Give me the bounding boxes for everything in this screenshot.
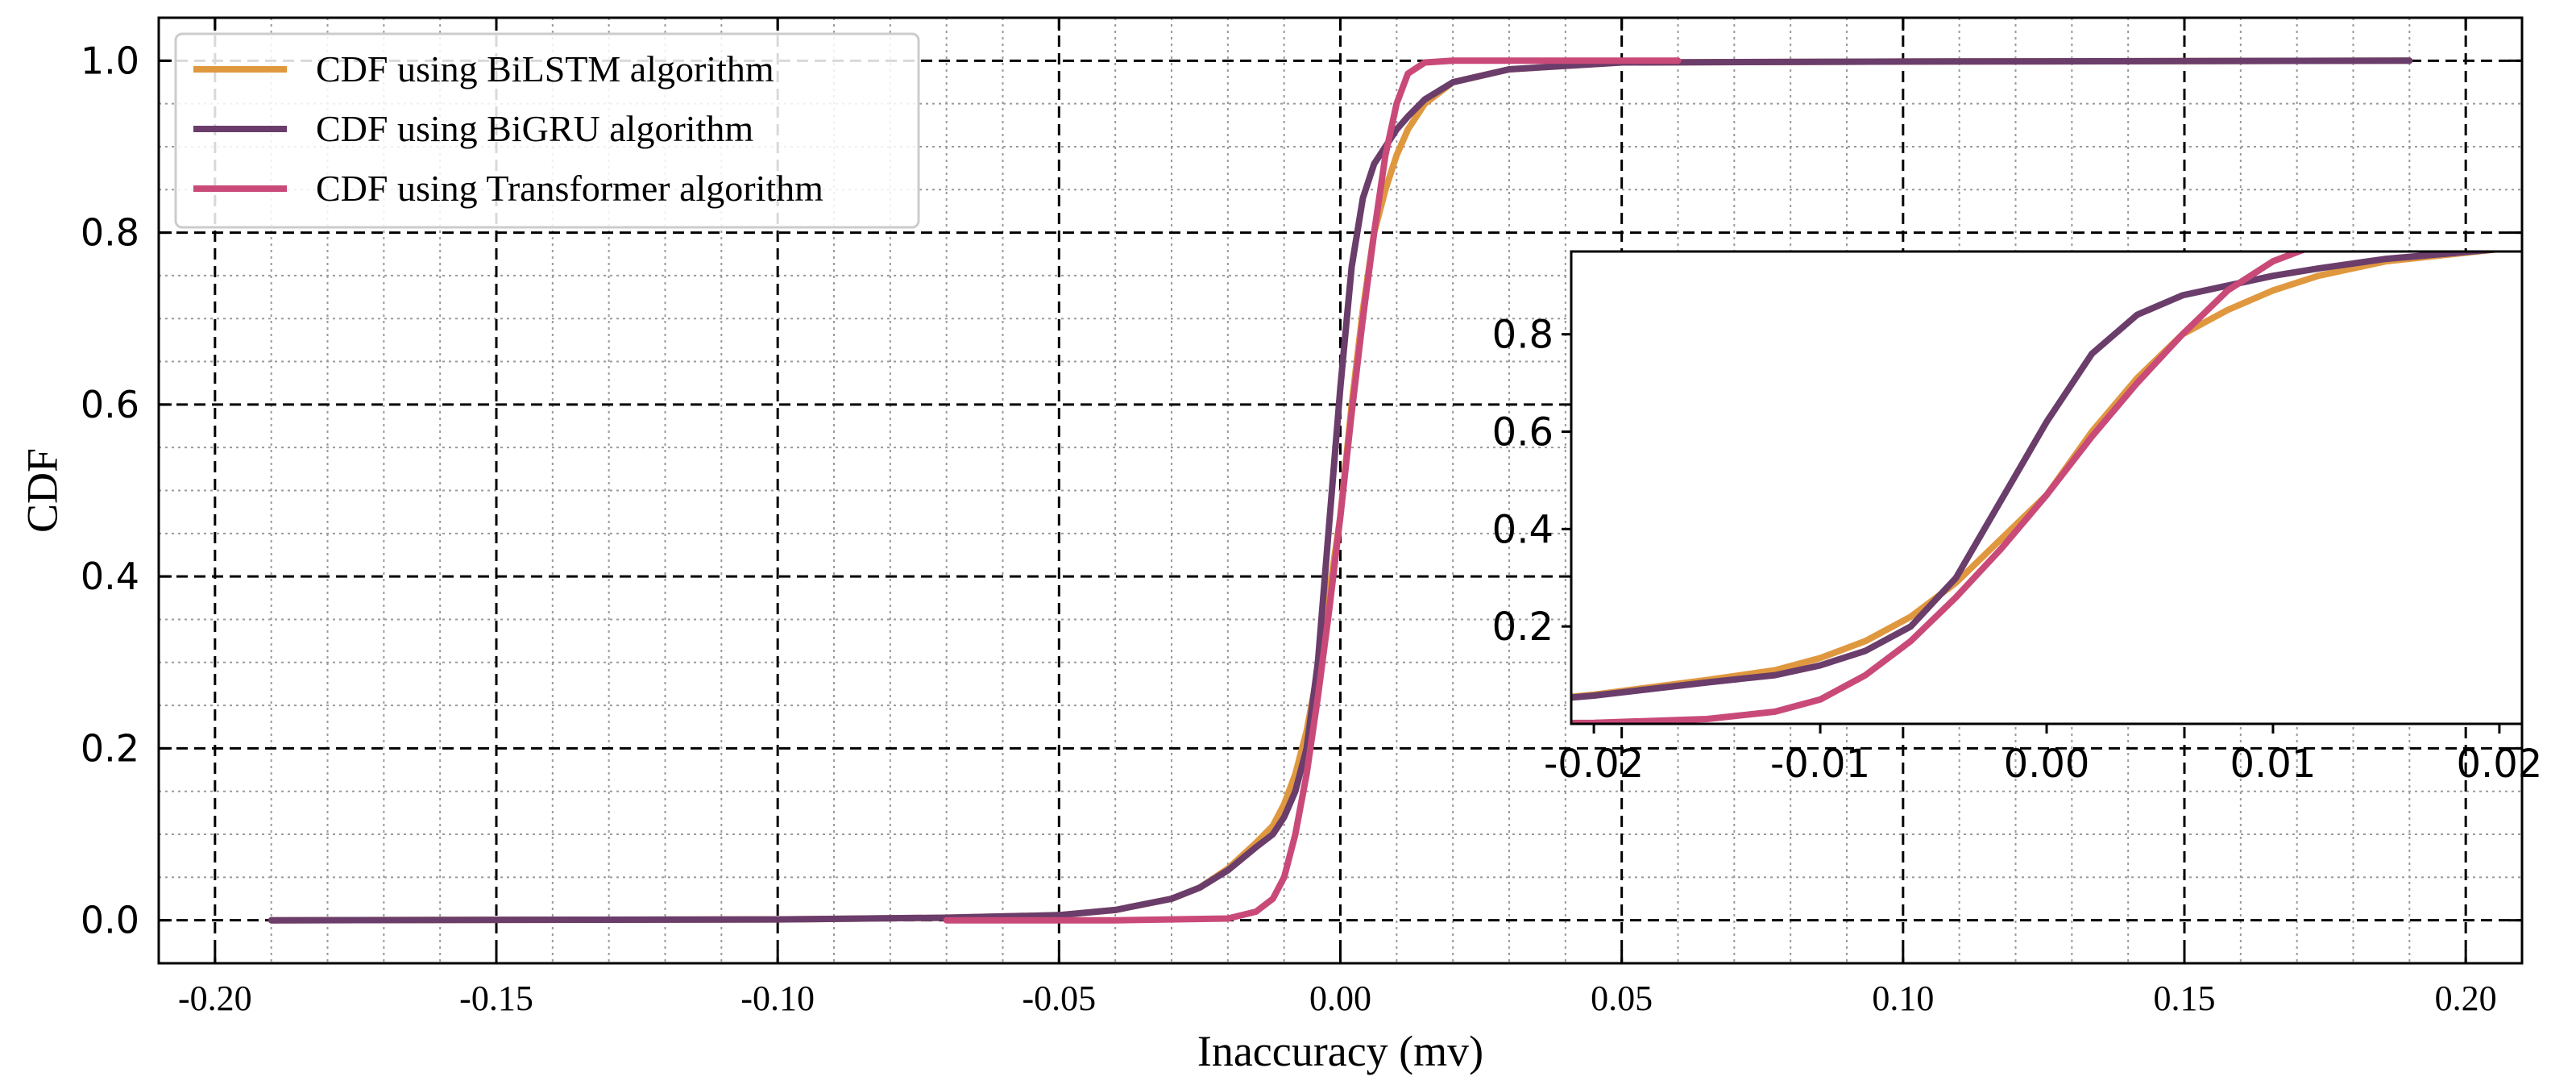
y-tick-label: 0.2 [81, 726, 139, 770]
x-tick-label: -0.15 [459, 979, 533, 1018]
grid-layer [159, 17, 2523, 964]
inset-y-tick-label: 0.8 [1492, 313, 1553, 358]
inset-y-tick-label: 0.2 [1492, 605, 1553, 650]
x-tick-label: 0.05 [1591, 979, 1653, 1018]
inset-x-tick-label: -0.02 [1544, 742, 1644, 787]
legend-label-bigru: CDF using BiGRU algorithm [316, 108, 753, 149]
legend-label-bilstm: CDF using BiLSTM algorithm [316, 48, 774, 89]
inset-background [1571, 251, 2522, 724]
inset-x-tick-label: 0.01 [2230, 742, 2317, 787]
y-tick-label: 0.8 [81, 211, 139, 255]
inset-series-layer [1571, 251, 2522, 724]
inset-ticks-layer: -0.02 -0.01 0.00 0.01 0.02 0.2 0.4 0.6 0.8 [1492, 313, 2543, 787]
legend-label-transformer: CDF using Transformer algorithm [316, 168, 823, 209]
x-tick-label: 0.15 [2154, 979, 2216, 1018]
legend-box [174, 32, 920, 229]
inset-series-line-cdf-using-transformer-algorithm [1571, 251, 2308, 724]
inset-series-line-cdf-using-bigru-algorithm [1571, 251, 2522, 701]
inset-y-tick-label: 0.4 [1492, 507, 1553, 552]
inset-x-tick-label: 0.00 [2004, 742, 2090, 787]
x-axis-label: Inaccuracy (mv) [1197, 1027, 1483, 1075]
ticks-layer: -0.20 -0.15 -0.10 -0.05 0.00 0.05 0.10 0.15 0.20… [81, 18, 2522, 1018]
inset-x-tick-label: 0.02 [2456, 742, 2542, 787]
series-layer [268, 57, 2413, 924]
inset-y-tick-label: 0.6 [1492, 410, 1553, 455]
x-tick-label: 0.00 [1309, 979, 1371, 1018]
x-tick-label: 0.20 [2435, 979, 2497, 1018]
y-tick-label: 0.4 [81, 555, 139, 598]
x-tick-label: -0.05 [1023, 979, 1097, 1018]
series-line-cdf-using-transformer-algorithm [943, 57, 1682, 924]
y-axis-label: CDF [18, 448, 66, 533]
inset-zoom-chart: -0.02 -0.01 0.00 0.01 0.02 0.2 0.4 0.6 0.8 [1492, 250, 2543, 787]
y-tick-label: 0.6 [81, 383, 139, 426]
legend: CDF using BiLSTM algorithm CDF using BiG… [174, 32, 920, 229]
x-tick-label: -0.10 [740, 979, 815, 1018]
x-tick-label: 0.10 [1872, 979, 1934, 1018]
y-tick-label: 1.0 [81, 39, 139, 82]
series-line-cdf-using-bigru-algorithm [268, 57, 2413, 924]
inset-x-tick-label: -0.01 [1770, 742, 1870, 787]
x-tick-label: -0.20 [178, 979, 252, 1018]
y-tick-label: 0.0 [81, 899, 139, 942]
